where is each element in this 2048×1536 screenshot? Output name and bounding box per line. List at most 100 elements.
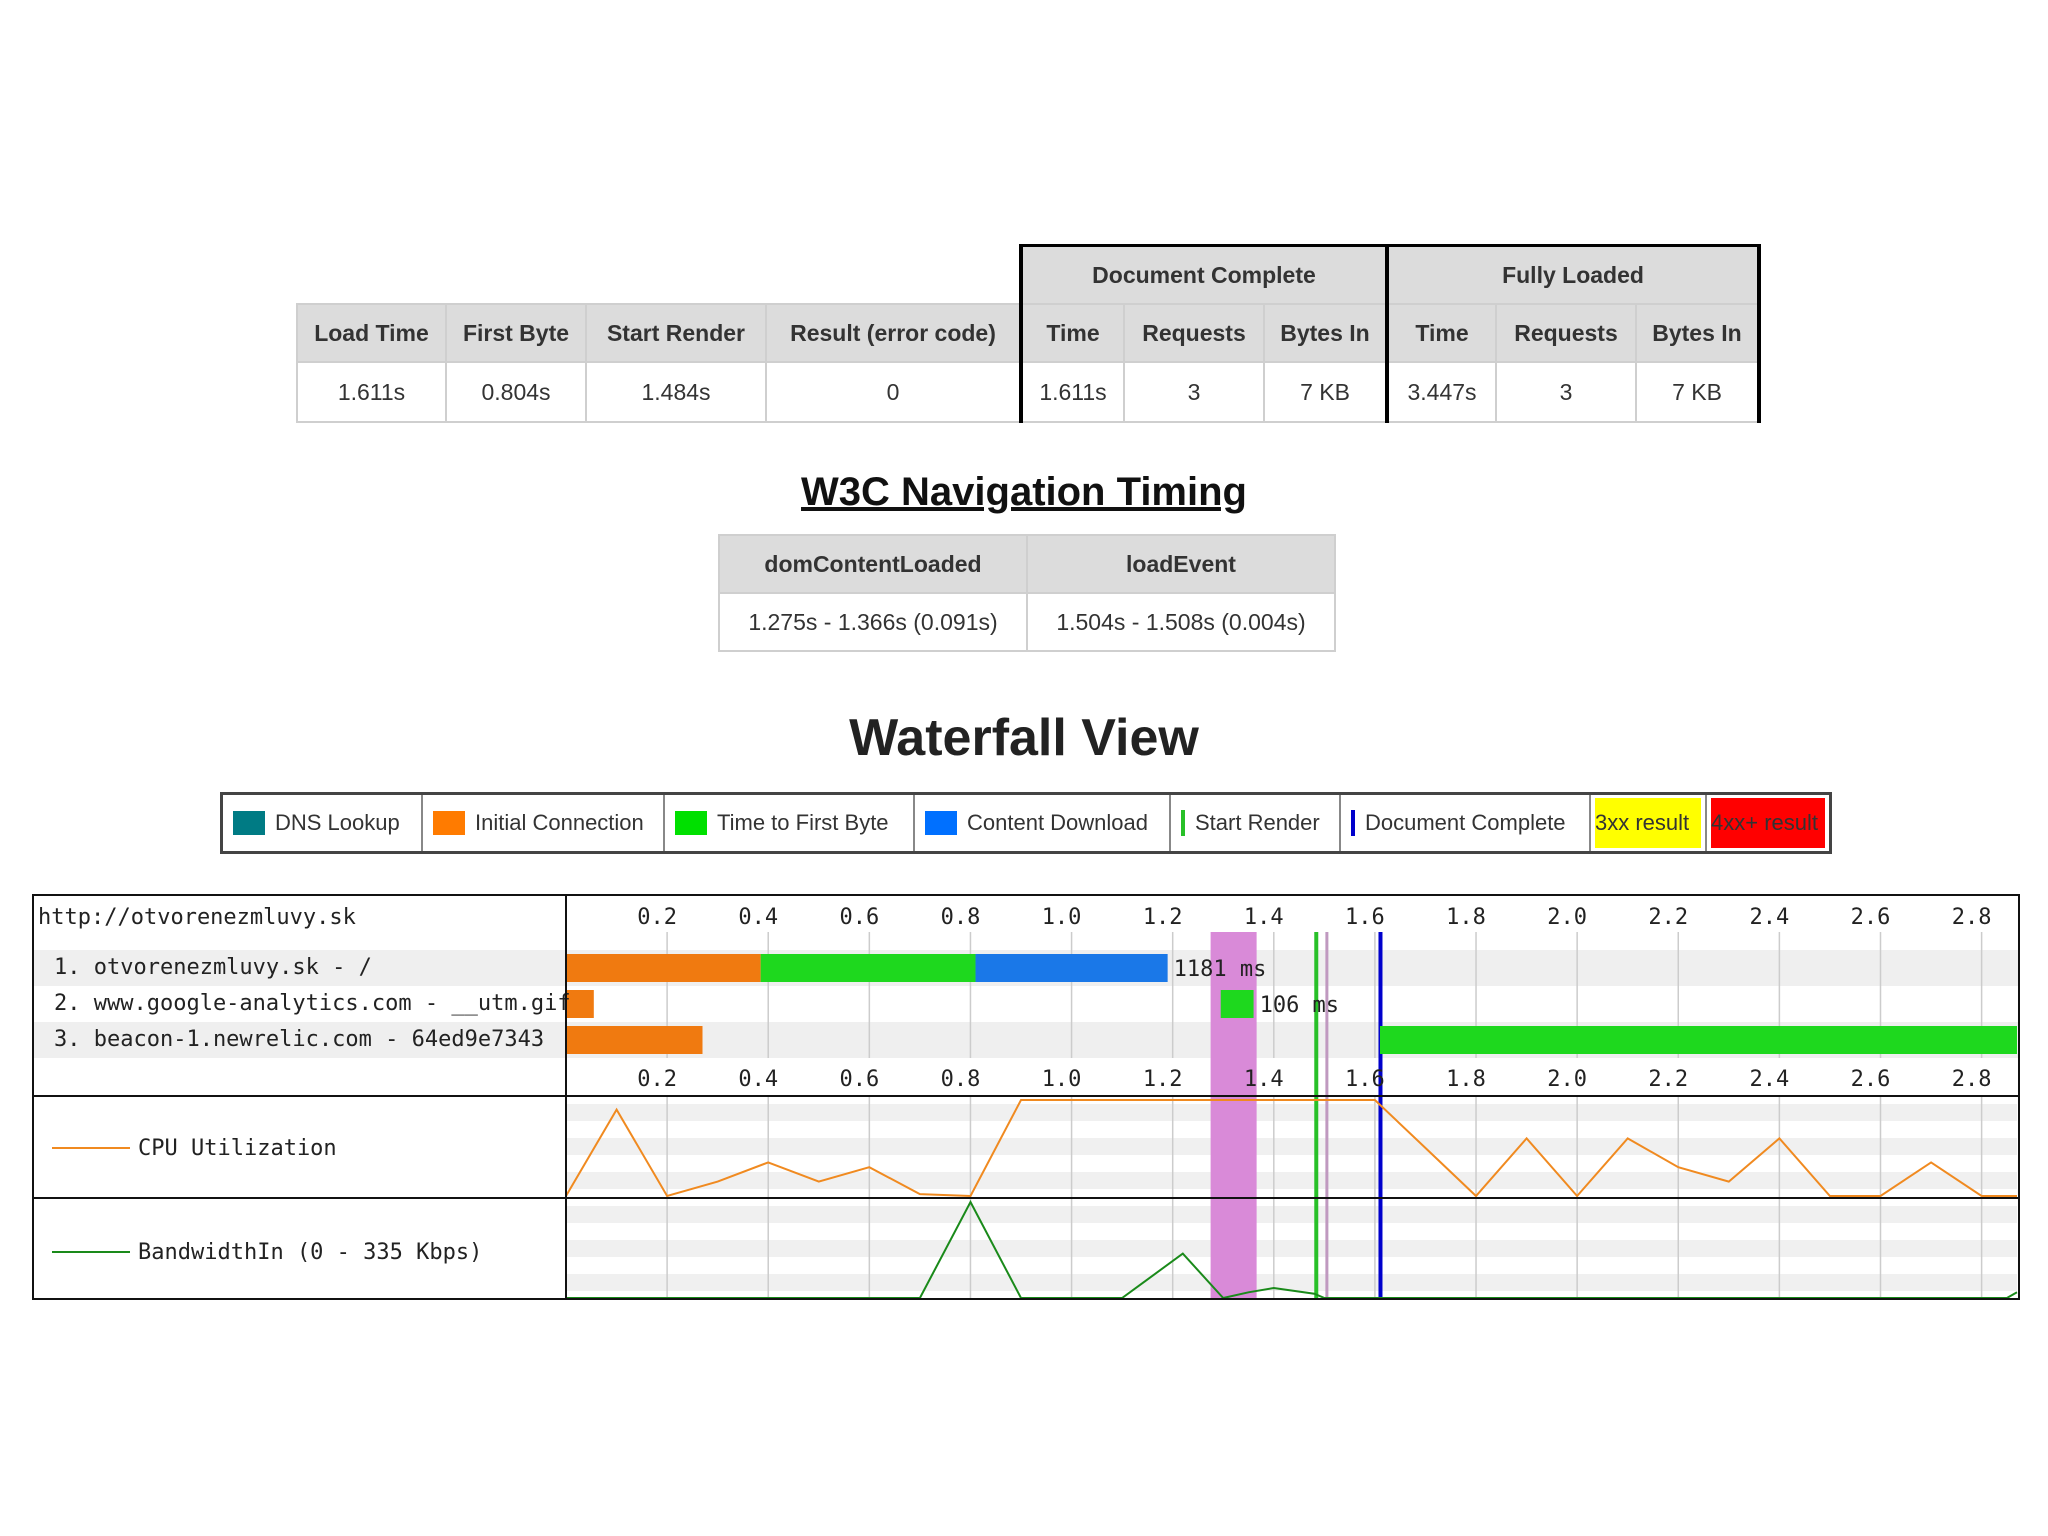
header-result: Result (error code) <box>765 303 1022 363</box>
bar-duration-label: 106 ms <box>1260 993 1339 1018</box>
marker-load-event <box>1325 932 1329 1298</box>
request-label: 2. www.google-analytics.com - __utm.gif <box>54 991 571 1016</box>
results-group-empty <box>297 245 1021 304</box>
value-doc-time: 1.611s <box>1019 361 1125 423</box>
header-start-render: Start Render <box>585 303 767 363</box>
tick-label-bottom: 2.6 <box>1851 1067 1891 1092</box>
tick-label-top: 1.8 <box>1446 905 1486 930</box>
tick-label-top: 2.4 <box>1750 905 1790 930</box>
waterfall-title: Waterfall View <box>849 709 1199 767</box>
chart-background <box>34 950 2020 1291</box>
value-load-event: 1.504s - 1.508s (0.004s) <box>1026 592 1336 652</box>
request-label: 3. beacon-1.newrelic.com - 64ed9e7343 <box>54 1027 544 1052</box>
navigation-timing-table: domContentLoaded loadEvent 1.275s - 1.36… <box>718 534 1336 652</box>
tick-label-bottom: 2.8 <box>1952 1067 1992 1092</box>
legend-label-4xx: 4xx+ result <box>1711 798 1825 848</box>
legend-start-render: Start Render <box>1171 795 1341 851</box>
legend-line-start-render <box>1181 810 1185 836</box>
header-load-event: loadEvent <box>1026 534 1336 594</box>
tick-label-top: 2.0 <box>1547 905 1587 930</box>
legend-time-to-first-byte: Time to First Byte <box>665 795 915 851</box>
results-group-row: Document Complete Fully Loaded <box>297 244 1761 305</box>
tick-label-top: 2.6 <box>1851 905 1891 930</box>
cpu-legend-label: CPU Utilization <box>138 1136 337 1161</box>
page-url: http://otvorenezmluvy.sk <box>38 905 356 930</box>
value-start-render: 1.484s <box>585 361 767 423</box>
header-full-requests: Requests <box>1495 303 1637 363</box>
results-value-row: 1.611s 0.804s 1.484s 0 1.611s 3 7 KB 3.4… <box>296 361 1761 423</box>
tick-label-top: 0.6 <box>839 905 879 930</box>
legend-label-3xx: 3xx result <box>1595 798 1701 848</box>
tick-label-bottom: 2.2 <box>1648 1067 1688 1092</box>
tick-label-top: 1.0 <box>1042 905 1082 930</box>
legend-label-start-render: Start Render <box>1195 810 1320 835</box>
cpu-band-stripe <box>566 1104 2017 1121</box>
legend-label-connect: Initial Connection <box>475 810 644 835</box>
tick-label-bottom: 0.8 <box>941 1067 981 1092</box>
bar-time-to-first-byte <box>760 954 976 982</box>
header-doc-time: Time <box>1019 303 1125 363</box>
tick-label-bottom: 1.2 <box>1143 1067 1183 1092</box>
cpu-utilization-line <box>565 1099 2017 1198</box>
tick-label-top: 2.8 <box>1952 905 1992 930</box>
group-header-document-complete: Document Complete <box>1019 244 1389 305</box>
value-doc-requests: 3 <box>1123 361 1265 423</box>
tick-label-bottom: 1.4 <box>1244 1067 1284 1092</box>
tick-label-bottom: 1.6 <box>1345 1067 1385 1092</box>
legend-label-ttfb: Time to First Byte <box>717 810 889 835</box>
legend-dns-lookup: DNS Lookup <box>223 795 423 851</box>
tick-label-top: 1.2 <box>1143 905 1183 930</box>
value-doc-bytes: 7 KB <box>1263 361 1389 423</box>
nav-value-row: 1.275s - 1.366s (0.091s) 1.504s - 1.508s… <box>718 592 1336 652</box>
legend-4xx-result: 4xx+ result <box>1707 795 1829 851</box>
chart-bars <box>566 954 2017 1054</box>
tick-label-top: 0.8 <box>941 905 981 930</box>
legend-label-dns: DNS Lookup <box>275 810 400 835</box>
value-full-bytes: 7 KB <box>1635 361 1761 423</box>
legend-initial-connection: Initial Connection <box>423 795 665 851</box>
legend-content-download: Content Download <box>915 795 1171 851</box>
header-dom-content-loaded: domContentLoaded <box>718 534 1028 594</box>
tick-label-bottom: 0.4 <box>738 1067 778 1092</box>
header-doc-requests: Requests <box>1123 303 1265 363</box>
marker-dom-content-loaded <box>1210 932 1257 1298</box>
tick-label-top: 1.6 <box>1345 905 1385 930</box>
bandwidth-band-stripe <box>566 1274 2017 1291</box>
header-doc-bytes: Bytes In <box>1263 303 1389 363</box>
tick-label-top: 0.4 <box>738 905 778 930</box>
bandwidth-legend-label: BandwidthIn (0 - 335 Kbps) <box>138 1240 482 1265</box>
tick-label-top: 0.2 <box>637 905 677 930</box>
cpu-band-stripe <box>566 1172 2017 1189</box>
value-dom-content-loaded: 1.275s - 1.366s (0.091s) <box>718 592 1028 652</box>
value-full-time: 3.447s <box>1386 361 1497 423</box>
legend-swatch-dns <box>233 811 265 835</box>
value-first-byte: 0.804s <box>445 361 587 423</box>
cpu-band-stripe <box>566 1138 2017 1155</box>
tick-label-bottom: 0.6 <box>839 1067 879 1092</box>
tick-label-top: 1.4 <box>1244 905 1284 930</box>
nav-header-row: domContentLoaded loadEvent <box>718 534 1336 594</box>
legend-3xx-result: 3xx result <box>1591 795 1707 851</box>
tick-label-top: 2.2 <box>1648 905 1688 930</box>
value-load-time: 1.611s <box>296 361 447 423</box>
value-result: 0 <box>765 361 1022 423</box>
bandwidth-band-stripe <box>566 1206 2017 1223</box>
waterfall-legend: DNS Lookup Initial Connection Time to Fi… <box>220 792 1832 854</box>
bandwidth-band-stripe <box>566 1240 2017 1257</box>
tick-label-bottom: 2.0 <box>1547 1067 1587 1092</box>
tick-label-bottom: 1.0 <box>1042 1067 1082 1092</box>
w3c-title: W3C Navigation Timing <box>801 470 1247 514</box>
tick-label-bottom: 0.2 <box>637 1067 677 1092</box>
chart-frame <box>32 894 2020 1300</box>
header-full-bytes: Bytes In <box>1635 303 1761 363</box>
results-header-row: Load Time First Byte Start Render Result… <box>296 303 1761 363</box>
legend-document-complete: Document Complete <box>1341 795 1591 851</box>
request-label: 1. otvorenezmluvy.sk - / <box>54 955 372 980</box>
group-header-fully-loaded: Fully Loaded <box>1386 244 1761 305</box>
header-load-time: Load Time <box>296 303 447 363</box>
bar-time-to-first-byte <box>1379 1026 2017 1054</box>
header-first-byte: First Byte <box>445 303 587 363</box>
results-table: Document Complete Fully Loaded Load Time… <box>296 244 1761 423</box>
legend-line-document-complete <box>1351 810 1355 836</box>
bar-initial-connection <box>566 990 594 1018</box>
